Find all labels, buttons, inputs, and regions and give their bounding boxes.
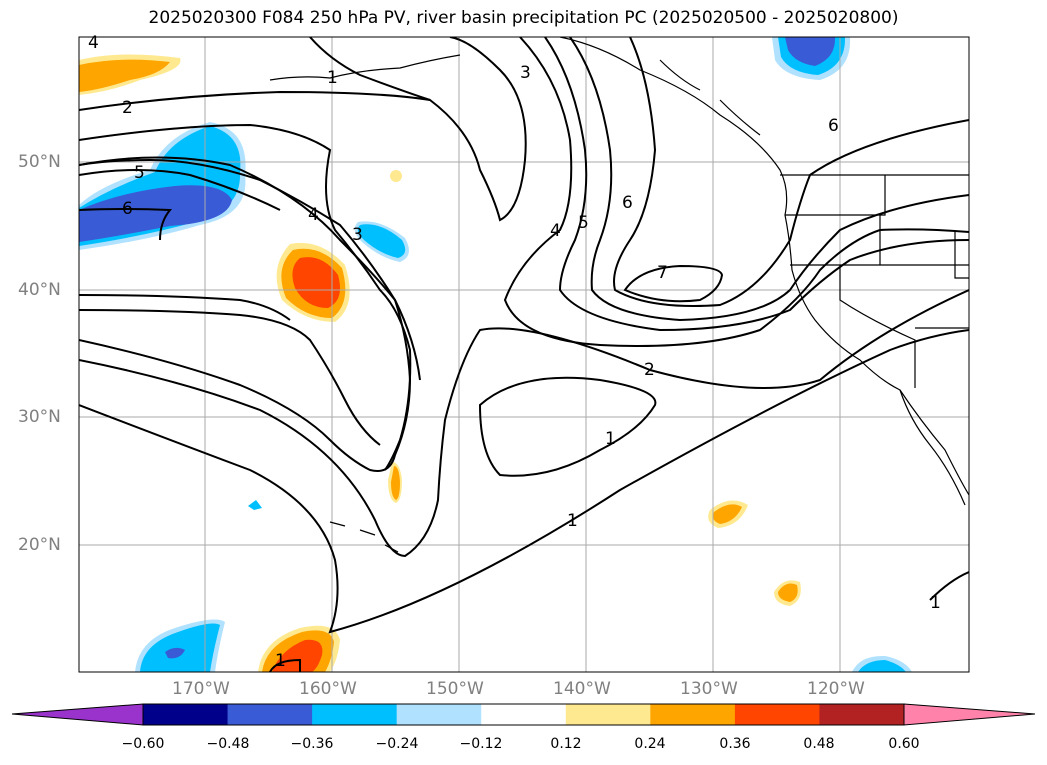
contour-label: 3: [352, 225, 363, 245]
contour-label: 3: [520, 63, 531, 83]
colorbar-segment: [227, 704, 313, 725]
contour-label: 4: [88, 33, 99, 53]
contour-label: 1: [605, 429, 616, 449]
colorbar-segment: [396, 704, 482, 725]
colorbar-tick-label: −0.36: [290, 736, 334, 752]
colorbar-tick-label: −0.12: [459, 736, 503, 752]
contour-label: 2: [644, 360, 655, 380]
contour-label: 6: [622, 193, 633, 213]
colorbar-segment: [819, 704, 905, 725]
coastlines: [269, 37, 969, 553]
contour-label: 1: [275, 651, 286, 671]
contour-label: 7: [657, 263, 668, 283]
colorbar: [11, 703, 1036, 726]
colorbar-extend-high: [903, 703, 1036, 726]
colorbar-segment: [312, 704, 398, 725]
longitude-label: 170°W: [172, 679, 230, 699]
contour-label: 1: [567, 511, 578, 531]
colorbar-segment: [143, 704, 229, 725]
contour-label: 6: [122, 199, 133, 219]
contour-label: 5: [578, 213, 589, 233]
graticule: [79, 37, 969, 672]
map-title: 2025020300 F084 250 hPa PV, river basin …: [148, 8, 899, 28]
latitude-label: 30°N: [18, 407, 61, 427]
colorbar-frame: [142, 703, 905, 726]
longitude-label: 140°W: [553, 679, 611, 699]
longitude-label: 130°W: [680, 679, 738, 699]
colorbar-tick-label: −0.60: [121, 736, 165, 752]
longitude-label: 120°W: [807, 679, 865, 699]
colorbar-segment: [565, 704, 651, 725]
contour-label: 1: [930, 593, 941, 613]
contour-label: 1: [327, 68, 338, 88]
latitude-label: 20°N: [18, 535, 61, 555]
colorbar-tick-label: −0.48: [206, 736, 250, 752]
latitude-label: 50°N: [18, 152, 61, 172]
plot-frame: [78, 36, 970, 673]
colorbar-tick-label: 0.36: [719, 736, 751, 752]
contour-label: 4: [550, 221, 561, 241]
latitude-label: 40°N: [18, 280, 61, 300]
colorbar-tick-label: 0.60: [888, 736, 920, 752]
colorbar-tick-label: 0.48: [803, 736, 835, 752]
colorbar-tick-label: −0.24: [375, 736, 419, 752]
colorbar-tick-label: 0.24: [634, 736, 666, 752]
contour-labels: 1 2 3 4 5 6 7 2 1 1 5 6 4 3 4 1 1 6: [88, 33, 941, 671]
longitude-label: 160°W: [299, 679, 357, 699]
colorbar-segment: [650, 704, 736, 725]
contour-label: 2: [122, 98, 133, 118]
precip-shading: [79, 37, 912, 672]
colorbar-extend-low: [11, 703, 144, 726]
contour-label: 4: [308, 205, 319, 225]
longitude-label: 150°W: [426, 679, 484, 699]
colorbar-segment: [734, 704, 820, 725]
colorbar-segment: [481, 704, 567, 725]
contour-label: 6: [828, 116, 839, 136]
contour-label: 5: [134, 163, 145, 183]
colorbar-tick-label: 0.12: [550, 736, 582, 752]
pv-contours: [79, 37, 969, 672]
